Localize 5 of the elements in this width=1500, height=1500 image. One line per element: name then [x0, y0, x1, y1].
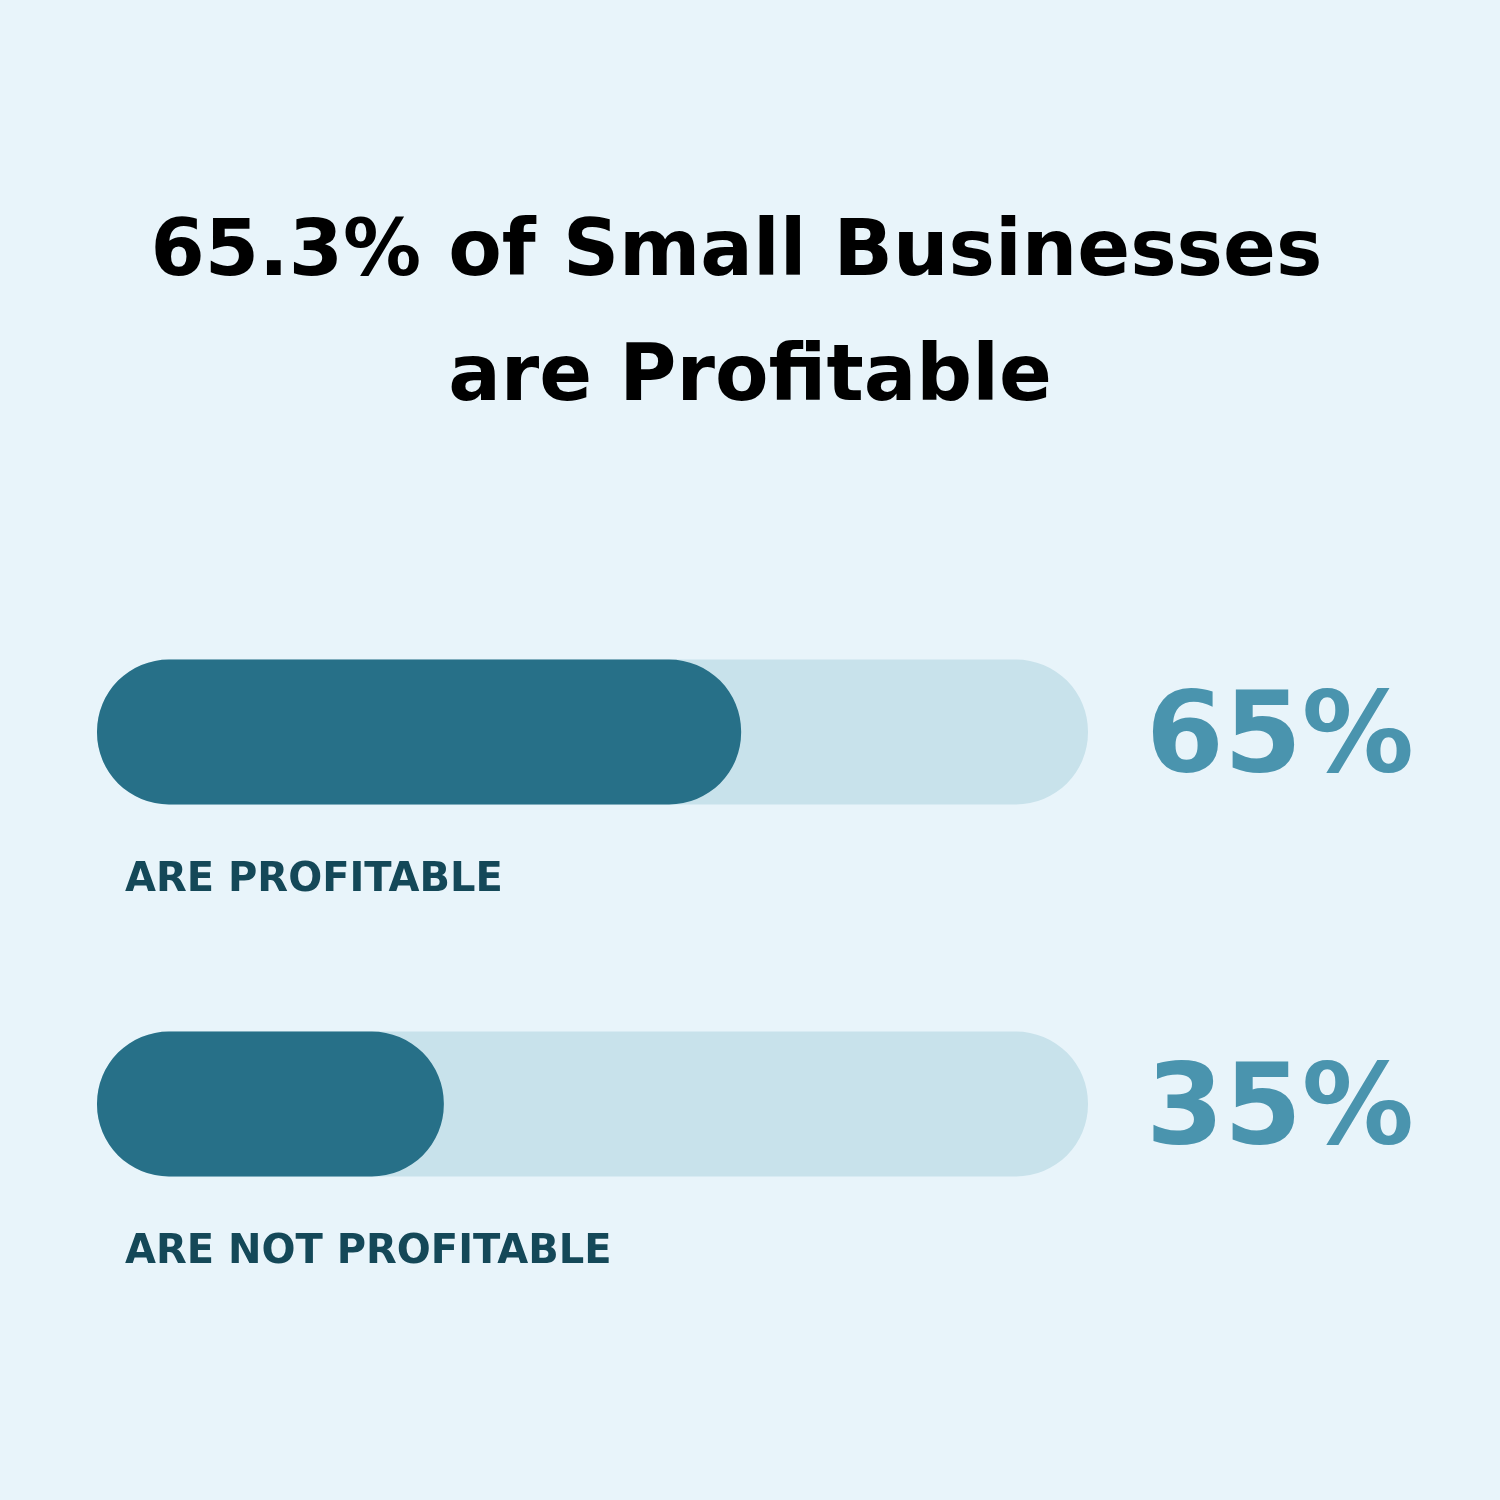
data-label: 65%	[1146, 667, 1415, 797]
y-tick-label: ARE PROFITABLE	[125, 853, 503, 900]
chart-title: 65.3% of Small Businesses are Profitable	[150, 202, 1350, 418]
y-tick-label: ARE NOT PROFITABLE	[125, 1225, 612, 1272]
data-label: 35%	[1146, 1039, 1415, 1169]
